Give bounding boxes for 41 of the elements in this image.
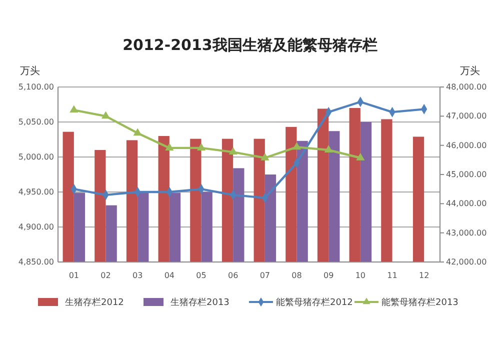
x-tick-label: 10 (355, 271, 366, 280)
x-tick-label: 08 (292, 271, 302, 280)
chart-title: 2012-2013我国生猪及能繁母猪存栏 (122, 36, 378, 54)
y-tick-label: 4,900.00 (18, 222, 54, 232)
y2-tick-label: 48,000.00 (446, 82, 487, 92)
x-tick-label: 12 (418, 271, 430, 280)
point (228, 147, 238, 155)
y2-axis-title: 万头 (460, 65, 480, 77)
point (165, 142, 174, 150)
y-tick-label: 4,950.00 (18, 188, 54, 197)
x-tick-label: 05 (196, 271, 206, 280)
y2-tick-label: 42,000.00 (446, 258, 487, 267)
y-tick-label: 5,100.00 (18, 82, 54, 92)
point (356, 152, 365, 160)
legend-label: 生猪存栏2013 (170, 296, 230, 308)
point (133, 128, 142, 136)
point (260, 152, 270, 160)
legend-label: 生猪存栏2012 (65, 296, 124, 308)
x-tick-label: 01 (68, 271, 80, 280)
y2-tick-label: 43,000.00 (446, 228, 487, 238)
y2-tick-label: 46,000.00 (446, 140, 487, 150)
point (324, 145, 333, 152)
y2-tick-label: 45,000.00 (446, 170, 487, 180)
x-tick-label: 02 (100, 271, 111, 280)
y-tick-label: 5,050.00 (18, 118, 54, 127)
x-tick-label: 04 (164, 271, 175, 280)
legend-label: 能繁母猪存栏2012 (276, 296, 353, 308)
y-tick-label: 5,000.00 (18, 152, 54, 162)
x-tick-label: 09 (323, 271, 334, 280)
x-tick-label: 11 (387, 271, 398, 280)
y-tick-label: 4,850.00 (18, 258, 54, 267)
point (196, 142, 206, 150)
point (70, 105, 78, 113)
y-axis-title: 万头 (20, 65, 40, 77)
point (292, 142, 302, 150)
legend-label: 能繁母猪存栏2013 (382, 296, 458, 308)
x-tick-label: 07 (260, 271, 270, 280)
y2-tick-label: 44,000.00 (446, 199, 487, 208)
y2-tick-label: 47,000.00 (446, 112, 487, 121)
x-tick-label: 03 (132, 271, 143, 280)
x-tick-label: 06 (228, 271, 238, 280)
